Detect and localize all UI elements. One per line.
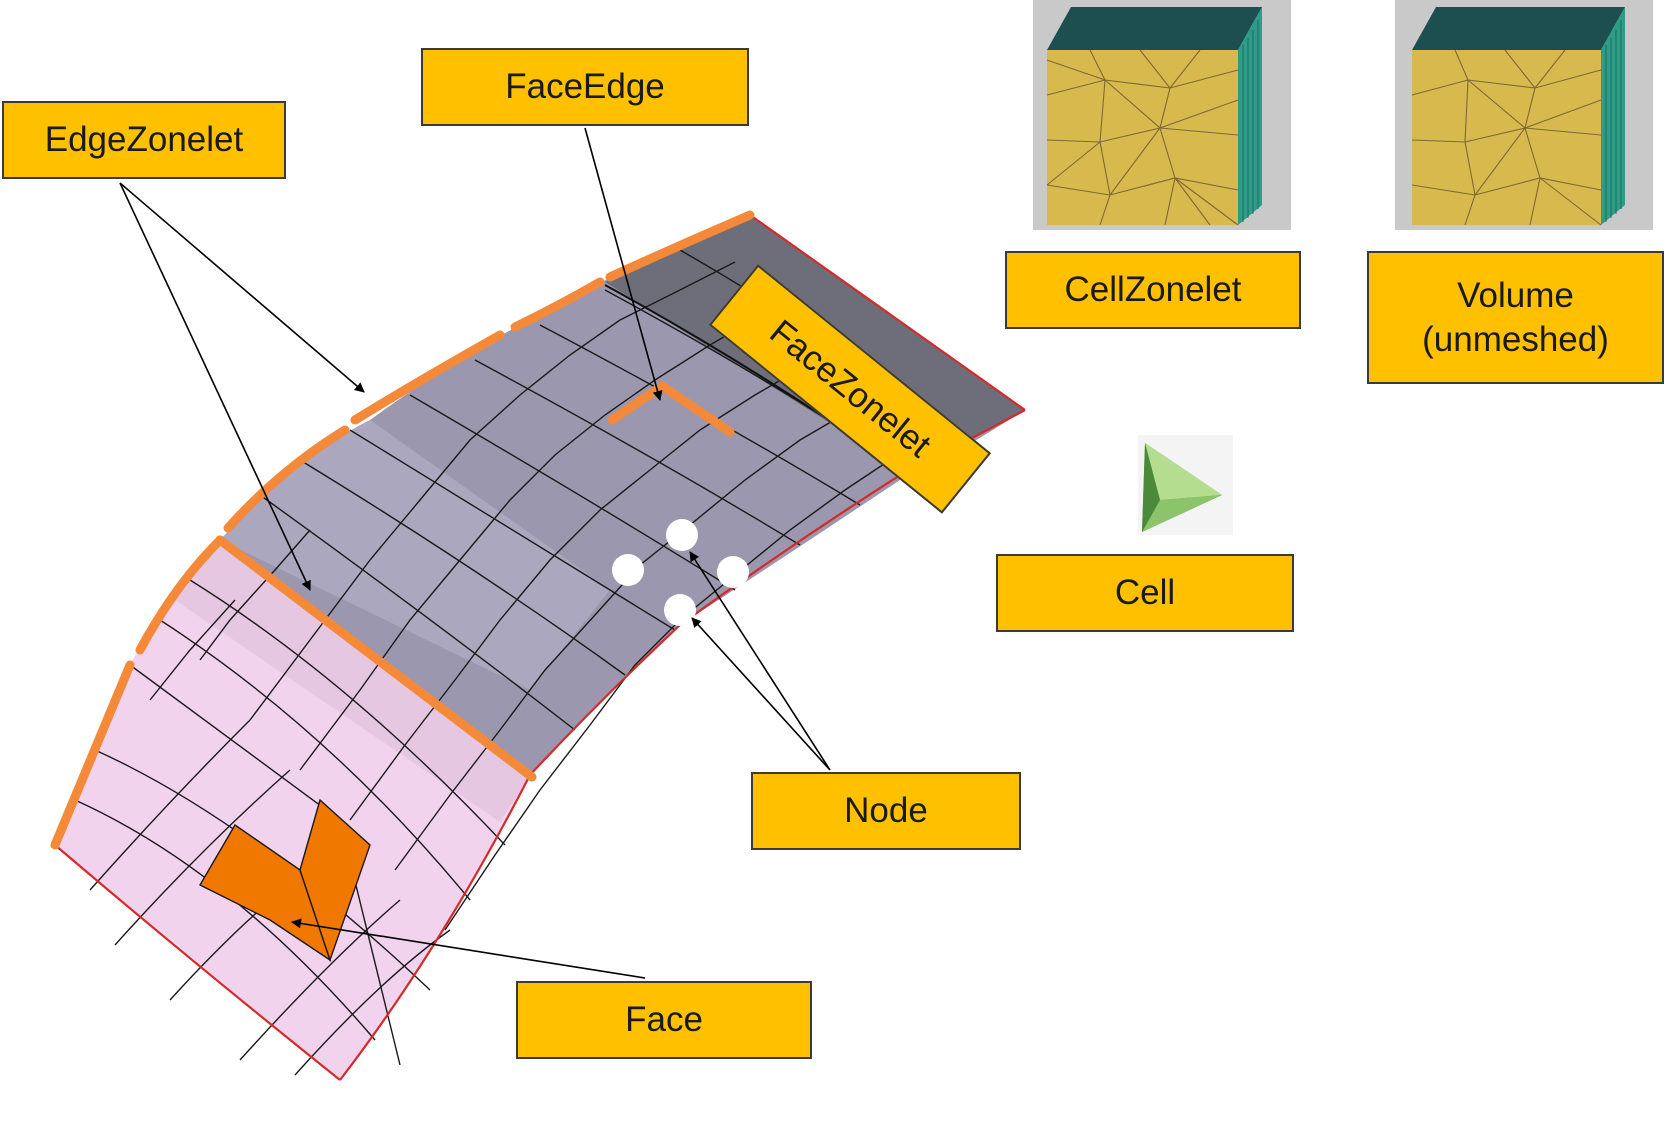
label-node: Node <box>751 772 1021 850</box>
label-cell-zonelet: CellZonelet <box>1005 251 1301 329</box>
surface-mesh <box>50 210 1026 1081</box>
label-face-edge: FaceEdge <box>421 48 749 126</box>
tetrahedron-icon <box>1138 435 1233 535</box>
face-zonelet-pink-band <box>175 540 530 822</box>
label-volume-unmeshed: Volume (unmeshed) <box>1367 251 1664 384</box>
label-face: Face <box>516 981 812 1059</box>
cube-unmeshed-icon <box>1395 0 1653 230</box>
node-dot-icon <box>664 594 696 626</box>
node-dot-icon <box>612 554 644 586</box>
label-edge-zonelet: EdgeZonelet <box>2 101 286 179</box>
face-edge-highlight <box>607 381 735 437</box>
face-zonelet-gray-band <box>220 420 610 690</box>
node-dot-icon <box>666 519 698 551</box>
boundary-edges <box>54 214 1026 1081</box>
edge-zonelet-highlights <box>50 210 755 850</box>
nodes <box>612 519 749 626</box>
label-cell: Cell <box>996 554 1294 632</box>
label-volume-line1: Volume <box>1457 275 1574 315</box>
cube-meshed-icon <box>1033 0 1291 230</box>
label-volume-line2: (unmeshed) <box>1422 319 1609 359</box>
node-dot-icon <box>717 556 749 588</box>
face-zonelet-pink <box>55 540 530 1080</box>
pointer-arrows <box>119 127 831 979</box>
